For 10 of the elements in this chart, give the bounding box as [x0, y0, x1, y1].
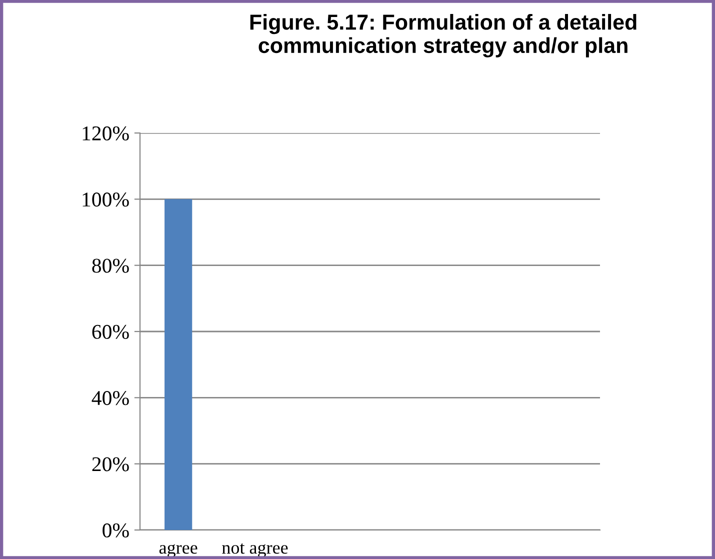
x-tick-label: agree: [159, 544, 198, 558]
y-tick-label: 80%: [92, 258, 129, 273]
y-tick-label: 20%: [92, 457, 129, 472]
chart-title: Figure. 5.17: Formulation of a detailed communication strategy and/or plan: [250, 14, 636, 58]
x-tick-label: not agree: [222, 543, 288, 558]
y-tick-label: 40%: [92, 391, 129, 406]
y-tick-label: 60%: [92, 324, 129, 339]
y-tick-label: 0%: [102, 523, 129, 538]
y-tick-label: 100%: [82, 192, 129, 207]
y-tick-label: 120%: [82, 126, 129, 140]
